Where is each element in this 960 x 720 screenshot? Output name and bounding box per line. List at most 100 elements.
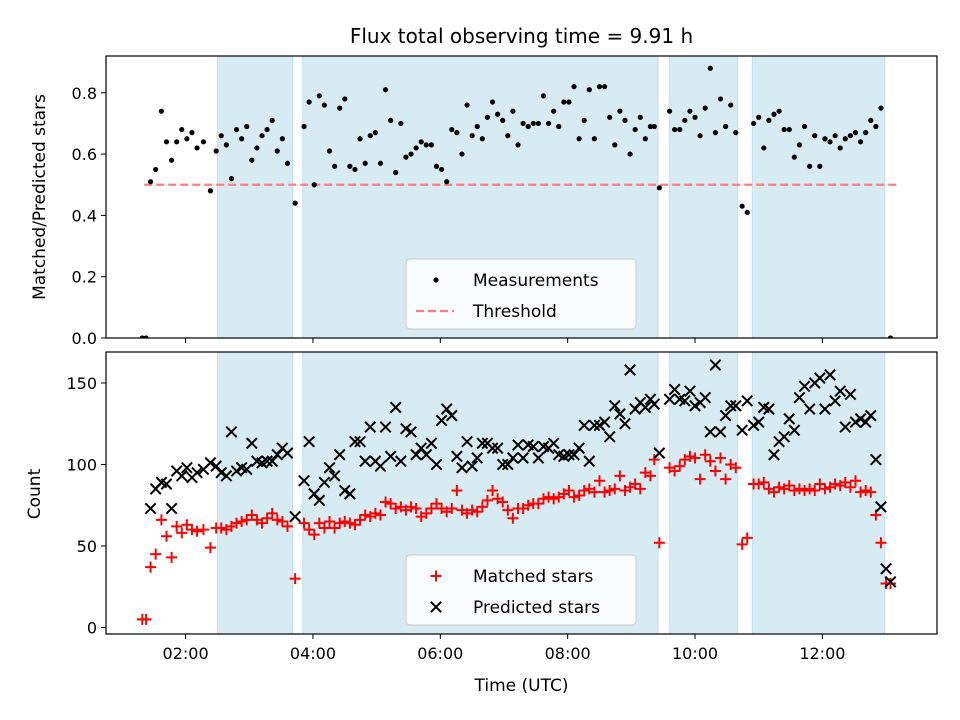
measurements-point-117 [751, 120, 757, 127]
measurements-point-24 [264, 126, 270, 133]
matched-stars-point-26 [271, 514, 283, 526]
predicted-stars-point-91 [619, 417, 631, 430]
matched-stars-point-100 [653, 537, 665, 549]
predicted-stars-point-89 [608, 399, 621, 412]
bottom-legend-marker-1 [430, 601, 442, 613]
measurements-point-39 [347, 163, 353, 169]
measurements-point-92 [617, 108, 623, 114]
measurements-point-32 [311, 182, 317, 188]
predicted-stars-point-100 [668, 383, 681, 396]
top-shaded-interval-0 [216, 55, 294, 339]
measurements-point-30 [301, 123, 307, 130]
matched-stars-point-139 [860, 485, 872, 497]
matched-stars-point-54 [420, 507, 432, 519]
top-legend-label-1: Threshold [472, 302, 557, 322]
matched-stars-point-118 [753, 478, 765, 490]
matched-stars-point-2 [145, 561, 157, 573]
matched-stars-point-107 [694, 473, 706, 485]
matched-stars-point-1 [140, 613, 152, 625]
bottom-legend-label-1: Predicted stars [473, 598, 600, 618]
predicted-stars-point-125 [798, 380, 811, 393]
predicted-stars-point-98 [653, 447, 666, 459]
measurements-point-61 [459, 151, 465, 157]
measurements-point-74 [525, 123, 531, 130]
top-panel: 0.0 0.2 0.4 0.6 0.8 Measurements Threshold [72, 55, 938, 348]
measurements-point-0 [139, 335, 145, 338]
measurements-point-37 [337, 105, 343, 111]
matched-stars-point-42 [359, 509, 371, 521]
measurements-point-10 [189, 130, 195, 136]
matched-stars-point-51 [405, 501, 417, 513]
measurements-point-56 [433, 163, 440, 169]
predicted-stars-point-60 [461, 435, 473, 448]
matched-stars-point-34 [318, 522, 330, 534]
bottom-ytick-label-2: 100 [66, 455, 97, 474]
matched-stars-point-99 [648, 454, 660, 466]
measurements-point-66 [484, 114, 491, 120]
predicted-stars-point-113 [736, 424, 749, 437]
matched-stars-point-7 [171, 520, 183, 532]
measurements-point-63 [469, 133, 475, 139]
measurements-point-13 [207, 188, 214, 194]
measurements-point-116 [744, 209, 750, 215]
predicted-stars-point-24 [271, 448, 284, 461]
measurements-point-1 [143, 335, 149, 338]
measurements-point-58 [444, 179, 450, 185]
predicted-stars-point-69 [506, 452, 519, 464]
top-legend-box [405, 258, 637, 330]
matched-stars-point-10 [186, 524, 198, 536]
measurements-point-55 [428, 142, 434, 148]
matched-stars-point-37 [334, 517, 346, 529]
matched-stars-point-109 [704, 455, 716, 467]
matched-stars-point-122 [773, 481, 785, 493]
top-legend-label-0: Measurements [473, 271, 599, 291]
measurements-point-98 [647, 123, 654, 130]
measurements-point-12 [200, 139, 207, 145]
measurements-point-82 [566, 99, 572, 105]
predicted-stars-point-102 [678, 394, 691, 407]
predicted-stars-point-124 [793, 391, 806, 404]
matched-stars-point-114 [730, 462, 742, 474]
predicted-stars-point-104 [689, 399, 701, 412]
measurements-point-18 [233, 126, 240, 133]
bottom-y-axis-label: Count [25, 468, 45, 519]
top-shaded-interval-2 [669, 55, 739, 339]
matched-stars-point-121 [768, 486, 780, 498]
predicted-stars-point-27 [289, 510, 302, 523]
predicted-stars-point-41 [364, 421, 377, 433]
predicted-stars-point-14 [220, 469, 233, 482]
predicted-stars-point-37 [343, 487, 356, 500]
matched-stars-point-24 [261, 512, 273, 524]
matched-stars-point-105 [684, 450, 696, 462]
predicted-stars-point-19 [245, 437, 258, 450]
measurements-point-89 [602, 84, 608, 90]
top-axes-frame [105, 55, 938, 339]
predicted-stars-point-46 [389, 401, 402, 414]
bottom-data-points [136, 359, 897, 625]
measurements-point-49 [398, 120, 404, 127]
measurements-point-105 [687, 108, 693, 114]
predicted-stars-point-106 [699, 391, 712, 404]
measurements-point-111 [717, 96, 724, 102]
matched-stars-point-74 [522, 499, 534, 511]
matched-stars-point-6 [166, 551, 178, 563]
measurements-point-41 [357, 136, 363, 142]
predicted-stars-point-82 [573, 442, 586, 455]
measurements-point-40 [352, 166, 358, 173]
measurements-point-73 [520, 120, 526, 127]
measurements-point-90 [607, 114, 613, 120]
predicted-stars-point-92 [624, 364, 636, 376]
predicted-stars-point-80 [563, 448, 575, 461]
matched-stars-point-4 [155, 514, 167, 526]
predicted-stars-point-111 [724, 399, 737, 412]
bottom-legend-marker-0 [430, 570, 442, 582]
predicted-stars-point-84 [583, 455, 596, 468]
measurements-point-76 [535, 120, 541, 127]
matched-stars-point-90 [604, 485, 616, 497]
matched-stars-point-63 [466, 504, 478, 516]
predicted-stars-point-36 [338, 484, 351, 497]
matched-stars-point-11 [191, 525, 203, 537]
measurements-point-21 [249, 157, 255, 163]
matched-stars-point-130 [814, 478, 826, 490]
predicted-stars-point-77 [547, 437, 560, 450]
